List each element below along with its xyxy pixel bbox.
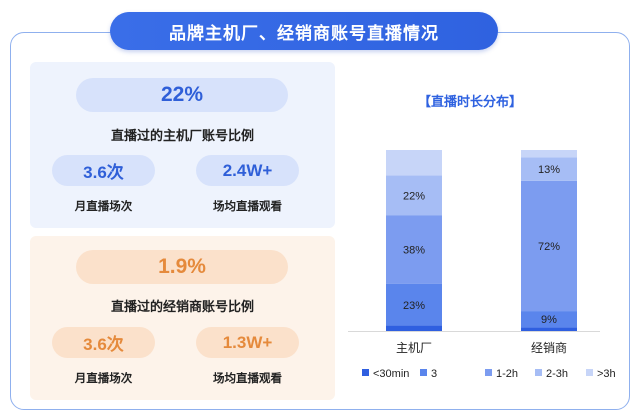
oem-monthly-sessions-value: 3.6次 (52, 155, 155, 186)
oem-monthly-sessions-label: 月直播场次 (74, 201, 133, 213)
oem-stats-panel: 22% 直播过的主机厂账号比例 3.6次 2.4W+ 月直播场次 场均直播观看 (30, 62, 335, 228)
dealer-monthly-sessions-label: 月直播场次 (74, 373, 133, 385)
oem-avg-views-label: 场均直播观看 (213, 201, 282, 213)
dealer-live-ratio-label: 直播过的经销商账号比例 (110, 299, 254, 314)
dealer-monthly-sessions-value: 3.6次 (52, 327, 155, 358)
oem-live-ratio-value: 22% (76, 78, 288, 112)
oem-avg-views-value: 2.4W+ (196, 155, 299, 186)
chart-title: 【直播时长分布】 (417, 94, 522, 109)
dealer-stats-panel: 1.9% 直播过的经销商账号比例 3.6次 1.3W+ 月直播场次 场均直播观看 (30, 236, 335, 400)
dealer-avg-views-label: 场均直播观看 (213, 373, 282, 385)
page-title: 品牌主机厂、经销商账号直播情况 (110, 12, 498, 50)
oem-live-ratio-label: 直播过的主机厂账号比例 (110, 128, 254, 143)
dealer-avg-views-value: 1.3W+ (196, 327, 299, 358)
dealer-live-ratio-value: 1.9% (76, 250, 288, 284)
